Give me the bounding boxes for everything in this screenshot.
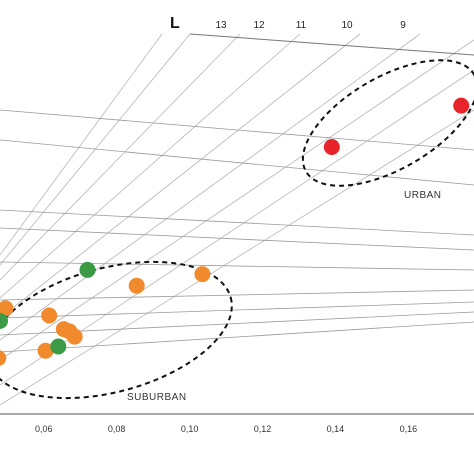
isoline <box>0 109 474 406</box>
urban-label: URBAN <box>404 190 442 201</box>
data-point <box>128 277 145 294</box>
suburban-label: SUBURBAN <box>127 392 187 403</box>
data-point <box>50 338 67 355</box>
isoline <box>0 209 474 236</box>
isoline <box>0 139 474 186</box>
x-tick-label: 0,08 <box>108 424 126 434</box>
isoline <box>0 33 301 299</box>
l-scale-value: 10 <box>341 20 353 31</box>
l-scale: L 13 12 11 10 9 <box>170 15 406 32</box>
l-scale-value: 9 <box>400 20 406 31</box>
l-scale-value: 11 <box>296 20 307 31</box>
data-point <box>37 342 54 359</box>
isoline <box>0 33 241 281</box>
isoline <box>0 39 474 361</box>
data-point <box>0 300 14 317</box>
isoline <box>0 109 474 151</box>
group-ellipses <box>0 59 474 400</box>
isoline <box>0 33 163 256</box>
data-point <box>0 350 7 366</box>
data-point <box>79 261 96 278</box>
x-tick-labels: 0,06 0,08 0,10 0,12 0,14 0,16 <box>35 424 417 434</box>
l-scale-values: 13 12 11 10 9 <box>215 20 406 31</box>
x-tick-label: 0,14 <box>327 424 345 434</box>
l-scale-value: 12 <box>253 20 265 31</box>
l-scale-axis <box>189 33 474 56</box>
l-scale-title: L <box>170 15 180 32</box>
x-tick-label: 0,06 <box>35 424 53 434</box>
l-scale-value: 13 <box>215 20 227 31</box>
x-tick-label: 0,16 <box>400 424 418 434</box>
isoline <box>0 301 474 319</box>
isoline <box>0 261 474 271</box>
urban-ellipse <box>301 59 474 187</box>
data-point <box>194 266 211 283</box>
data-point <box>453 97 470 114</box>
group-labels: URBAN SUBURBAN <box>127 190 442 403</box>
isoline <box>0 227 474 251</box>
isoline <box>0 321 474 353</box>
data-point <box>323 139 340 155</box>
data-point <box>41 307 58 324</box>
data-points <box>0 97 470 366</box>
isoline <box>0 289 474 301</box>
isoline <box>0 33 191 266</box>
data-point <box>66 328 83 345</box>
data-point <box>0 312 8 329</box>
isoline <box>0 33 421 341</box>
x-tick-label: 0,12 <box>254 424 272 434</box>
isoline-grid <box>0 33 474 406</box>
isoline <box>0 33 361 319</box>
x-tick-label: 0,10 <box>181 424 199 434</box>
